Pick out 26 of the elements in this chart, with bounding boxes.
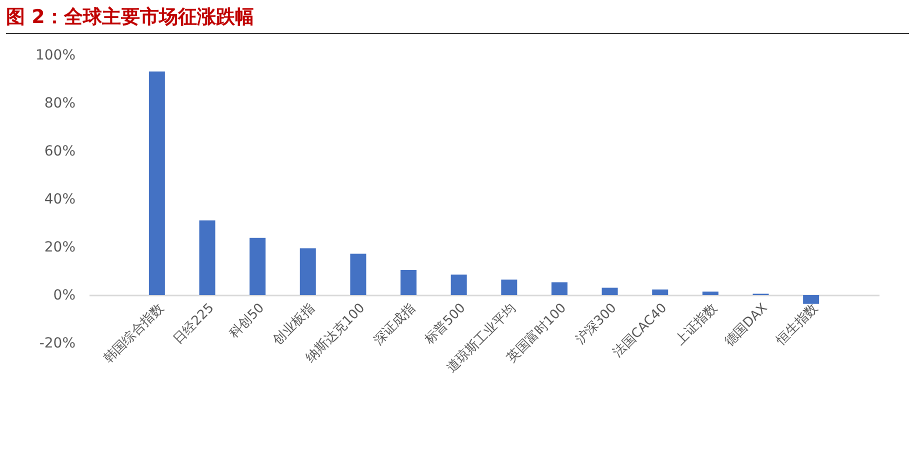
bar xyxy=(450,274,467,295)
chart-title: 图 2：全球主要市场征涨跌幅 xyxy=(6,4,909,34)
bar xyxy=(501,280,518,295)
x-tick-label: 深证成指 xyxy=(371,300,418,348)
bar xyxy=(803,295,820,304)
bar xyxy=(702,292,718,295)
x-tick-label: 韩国综合指数 xyxy=(101,300,167,367)
x-tick-label: 科创50 xyxy=(226,300,268,342)
bar xyxy=(250,238,266,295)
bar xyxy=(400,270,417,295)
x-tick-label: 恒生指数 xyxy=(772,300,821,349)
bar xyxy=(350,254,366,295)
bar xyxy=(602,288,618,295)
y-tick-label: -20% xyxy=(39,336,76,352)
bar xyxy=(148,72,165,295)
y-tick-label: 100% xyxy=(35,48,76,64)
bar xyxy=(652,289,668,295)
bar xyxy=(199,220,216,295)
bar xyxy=(300,248,316,295)
y-tick-label: 60% xyxy=(44,144,76,160)
y-tick-label: 40% xyxy=(44,192,76,208)
y-tick-label: 20% xyxy=(44,240,76,256)
y-tick-label: 80% xyxy=(44,96,76,112)
bar xyxy=(551,282,568,295)
y-tick-label: 0% xyxy=(53,288,76,304)
x-tick-label: 上证指数 xyxy=(672,300,720,348)
